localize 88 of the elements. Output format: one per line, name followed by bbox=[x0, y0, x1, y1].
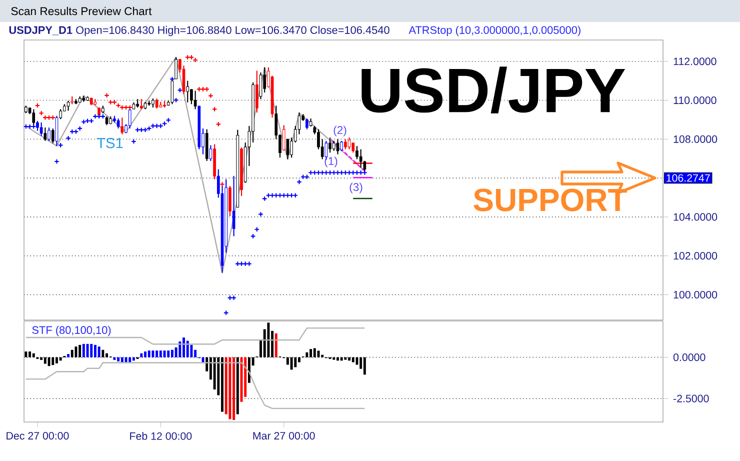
bar bbox=[82, 344, 85, 358]
candlestick bbox=[155, 98, 158, 109]
candlestick bbox=[186, 80, 190, 103]
annotation: (2) bbox=[334, 126, 346, 136]
candlestick bbox=[232, 175, 236, 237]
bar bbox=[59, 357, 62, 361]
bar bbox=[190, 344, 193, 358]
annotation: USD/JPY bbox=[362, 66, 626, 114]
annotation: (1) bbox=[324, 156, 338, 168]
bar bbox=[170, 350, 174, 358]
bar bbox=[140, 353, 143, 358]
bar bbox=[178, 341, 182, 358]
bar bbox=[363, 357, 366, 375]
bar bbox=[159, 350, 162, 358]
candlestick bbox=[44, 126, 47, 142]
y-tick-label: 100.0000 bbox=[674, 290, 718, 298]
candlestick bbox=[116, 118, 120, 129]
candlestick bbox=[332, 140, 336, 152]
x-tick-label: Feb 12 00:00 bbox=[130, 432, 192, 440]
x-tick-label: Mar 27 00:00 bbox=[253, 432, 315, 440]
y-tick-label: 102.0000 bbox=[674, 252, 718, 260]
bar bbox=[290, 357, 293, 370]
y-tick-label: 110.0000 bbox=[674, 96, 716, 104]
point bbox=[220, 182, 225, 187]
annotation: (3) bbox=[350, 182, 362, 194]
bar bbox=[67, 354, 70, 358]
line-series bbox=[25, 327, 366, 345]
bar bbox=[156, 350, 158, 358]
bar bbox=[120, 357, 124, 362]
candlestick bbox=[209, 144, 212, 162]
bar bbox=[86, 344, 89, 358]
chart-subtitle: USDJPY_D1 Open=106.8430 High=106.8840 Low=106.3470 Close=106.4540 bbox=[9, 26, 390, 36]
bar bbox=[182, 337, 185, 358]
candlestick bbox=[263, 66, 266, 94]
bar bbox=[317, 350, 320, 358]
bar bbox=[132, 357, 135, 361]
chart-title: STF (80,100,10) bbox=[32, 326, 111, 336]
candlestick bbox=[228, 185, 232, 216]
candlestick bbox=[344, 138, 347, 150]
candlestick bbox=[359, 148, 362, 168]
bar bbox=[186, 340, 189, 358]
bar bbox=[113, 357, 116, 360]
bar bbox=[94, 344, 96, 358]
candlestick bbox=[194, 90, 197, 110]
bar bbox=[44, 357, 46, 364]
y-tick-label: 108.0000 bbox=[674, 135, 718, 143]
annotation: SUPPORT bbox=[474, 188, 627, 212]
candlestick bbox=[328, 137, 332, 154]
x-tick-label: Dec 27 00:00 bbox=[6, 432, 69, 440]
candlestick bbox=[286, 138, 290, 160]
candlestick bbox=[120, 117, 124, 135]
candlestick bbox=[66, 100, 70, 112]
text: ATRStop (10,3.000000,1,0.005000) bbox=[408, 26, 580, 36]
candlestick bbox=[48, 126, 50, 142]
candlestick bbox=[282, 124, 286, 152]
bar bbox=[148, 350, 150, 358]
candlestick bbox=[190, 88, 193, 105]
bar bbox=[98, 346, 100, 358]
candlestick bbox=[336, 138, 340, 155]
bar bbox=[167, 350, 170, 358]
bar bbox=[232, 357, 236, 420]
y-tick-label: -2.5000 bbox=[674, 394, 709, 402]
text: 106.2747 bbox=[666, 174, 710, 182]
bar bbox=[228, 357, 232, 420]
candlestick bbox=[306, 118, 308, 130]
candlestick bbox=[140, 98, 143, 110]
bar bbox=[348, 357, 351, 361]
bar bbox=[70, 350, 74, 358]
bar bbox=[117, 357, 120, 362]
line-series bbox=[25, 362, 366, 410]
candlestick bbox=[40, 122, 43, 136]
candlestick bbox=[356, 145, 358, 160]
bar bbox=[144, 352, 146, 358]
candlestick bbox=[348, 137, 351, 150]
bar bbox=[152, 350, 154, 358]
annotation: TS1 bbox=[96, 138, 123, 148]
candlestick bbox=[51, 128, 54, 144]
candlestick bbox=[340, 140, 343, 152]
y-tick-label: 112.0000 bbox=[674, 58, 716, 66]
y-tick-label: 0.0000 bbox=[673, 354, 706, 362]
bar bbox=[274, 333, 278, 358]
chart-title: Scan Results Preview Chart bbox=[11, 6, 152, 16]
bar bbox=[90, 344, 93, 358]
bar bbox=[32, 353, 35, 358]
candlestick bbox=[255, 70, 258, 114]
bar bbox=[128, 357, 132, 362]
bar bbox=[74, 346, 78, 358]
y-tick-label: 104.0000 bbox=[674, 213, 718, 221]
